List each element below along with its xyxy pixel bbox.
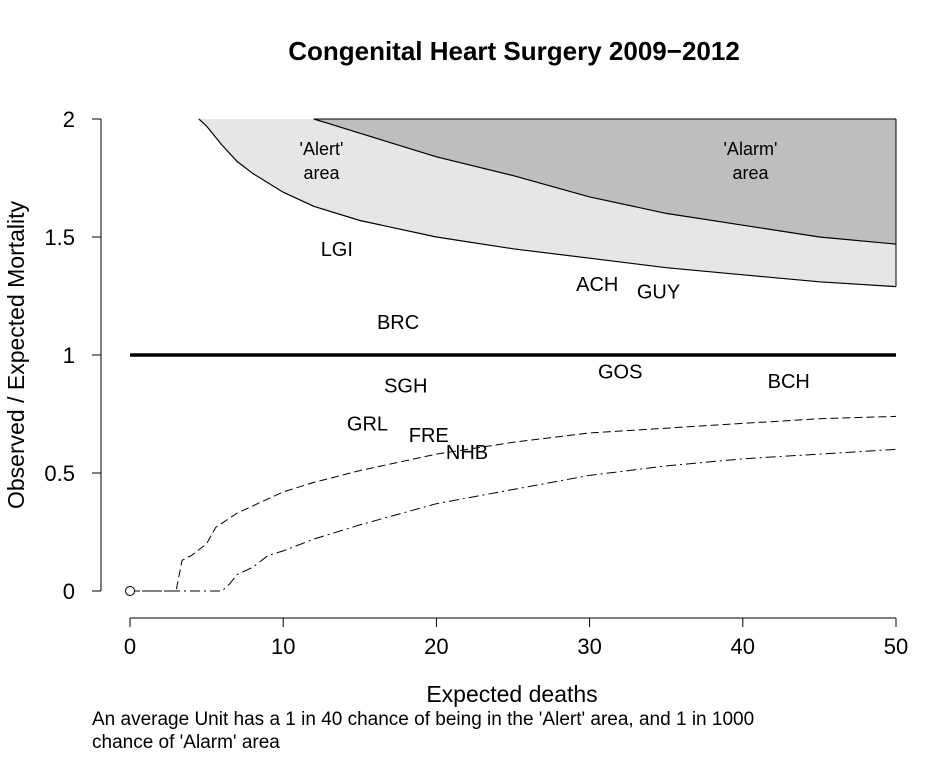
hospital-label-lgi: LGI bbox=[321, 239, 353, 261]
x-tick-label: 30 bbox=[577, 634, 601, 659]
axes: 0 10 20 30 40 50 0 0.5 1 1.5 2 bbox=[44, 107, 908, 659]
control-limits bbox=[125, 118, 897, 596]
x-tick-label: 50 bbox=[884, 634, 908, 659]
y-axis-label: Observed / Expected Mortality bbox=[3, 200, 29, 509]
alarm-lower-limit-line bbox=[130, 448, 897, 592]
alarm-area bbox=[313, 119, 896, 245]
x-tick-label: 10 bbox=[271, 634, 295, 659]
y-tick-label: 1.5 bbox=[44, 225, 75, 250]
y-tick-label: 2 bbox=[63, 107, 75, 132]
hospital-label-bch: BCH bbox=[768, 371, 810, 393]
x-tick-label: 20 bbox=[424, 634, 448, 659]
chart-caption: An average Unit has a 1 in 40 chance of … bbox=[92, 708, 937, 754]
control-regions: 'Alert' area 'Alarm' area bbox=[198, 118, 897, 287]
caption-line-1: An average Unit has a 1 in 40 chance of … bbox=[92, 709, 755, 730]
x-axis-label: Expected deaths bbox=[426, 681, 597, 707]
hospital-label-gos: GOS bbox=[598, 362, 642, 384]
region-label-line1: 'Alert' bbox=[300, 139, 344, 159]
hospital-label-fre: FRE bbox=[409, 425, 449, 447]
region-label-line2: area bbox=[732, 163, 769, 183]
origin-point bbox=[125, 586, 135, 596]
x-tick-label: 0 bbox=[124, 634, 136, 659]
chart-title: Congenital Heart Surgery 2009−2012 bbox=[288, 36, 740, 66]
y-tick-label: 0 bbox=[63, 579, 75, 604]
hospital-label-nhb: NHB bbox=[446, 442, 488, 464]
hospital-label-sgh: SGH bbox=[384, 376, 427, 398]
caption-line-2: chance of 'Alarm' area bbox=[92, 732, 280, 753]
funnel-plot: 'Alert' area 'Alarm' area 0 10 20 30 40 50 0 0.5 1 1… bbox=[3, 36, 908, 707]
y-tick-label: 0.5 bbox=[44, 461, 75, 486]
hospital-label-ach: ACH bbox=[576, 274, 618, 296]
region-label-line2: area bbox=[303, 163, 340, 183]
alert-upper-limit-line bbox=[198, 118, 897, 288]
hospital-label-grl: GRL bbox=[347, 413, 388, 435]
alert-lower-limit-line bbox=[130, 415, 897, 592]
hospital-label-brc: BRC bbox=[377, 312, 419, 334]
y-tick-label: 1 bbox=[63, 343, 75, 368]
region-label-line1: 'Alarm' bbox=[724, 139, 778, 159]
alarm-upper-limit-line bbox=[313, 118, 897, 245]
x-tick-label: 40 bbox=[731, 634, 755, 659]
hospital-label-guy: GUY bbox=[637, 281, 680, 303]
